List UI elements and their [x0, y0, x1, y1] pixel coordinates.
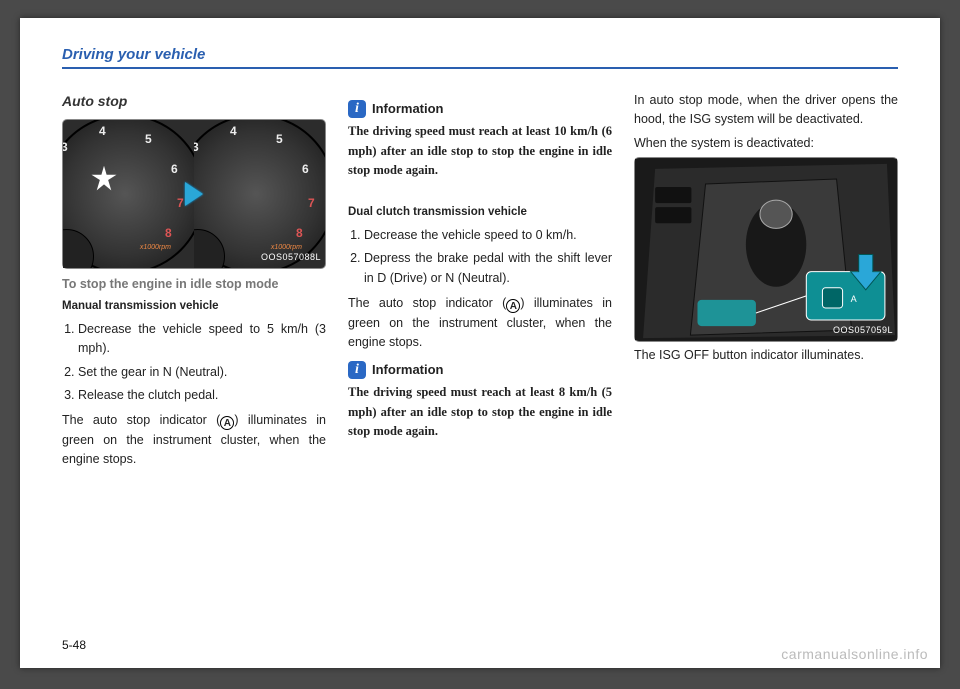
info-body: The driving speed must reach at least 8 …	[348, 383, 612, 441]
spacer	[348, 190, 612, 204]
sub-dial	[63, 229, 94, 268]
dial-num-7: 7	[308, 194, 315, 213]
tachometer-dial: 3 4 5 6 7 8 x1000rpm	[63, 120, 194, 268]
manual-steps-list: Decrease the vehicle speed to 5 km/h (3 …	[62, 320, 326, 406]
dct-result: The auto stop indicator (A) illuminates …	[348, 294, 612, 352]
column-2: i Information The driving speed must rea…	[348, 91, 612, 474]
column-1: Auto stop 3 4 5 6 7 8 x1000rpm	[62, 91, 326, 474]
info-title: Information	[372, 99, 444, 119]
rpm-label: x1000rpm	[140, 243, 171, 254]
dial-num-7: 7	[177, 194, 184, 213]
list-item: Decrease the vehicle speed to 5 km/h (3 …	[78, 320, 326, 359]
sub-dial	[194, 229, 225, 268]
info-header: i Information	[348, 99, 612, 119]
figure-caption: To stop the engine in idle stop mode	[62, 275, 326, 294]
dial-num-4: 4	[230, 122, 237, 141]
auto-stop-result: The auto stop indicator (A) illuminates …	[62, 411, 326, 469]
watermark-text: carmanualsonline.info	[781, 646, 928, 662]
text-segment: The auto stop indicator (	[62, 413, 220, 427]
gauge-pair: 3 4 5 6 7 8 x1000rpm	[63, 120, 325, 268]
dct-steps-list: Decrease the vehicle speed to 0 km/h. De…	[348, 226, 612, 288]
dial-num-6: 6	[302, 160, 309, 179]
dial-num-5: 5	[145, 130, 152, 149]
list-item: Depress the brake pedal with the shift l…	[364, 249, 612, 288]
manual-page: Driving your vehicle Auto stop 3 4 5 6 7…	[20, 18, 940, 668]
info-title: Information	[372, 360, 444, 380]
header-rule	[62, 67, 898, 69]
indicator-a-icon: A	[506, 299, 520, 313]
indicator-a-icon: A	[220, 416, 234, 430]
starburst-icon	[91, 166, 117, 192]
gauge-left: 3 4 5 6 7 8 x1000rpm	[63, 120, 194, 268]
column-3: In auto stop mode, when the driver opens…	[634, 91, 898, 474]
manual-trans-heading: Manual transmission vehicle	[62, 298, 326, 316]
dial-num-4: 4	[99, 122, 106, 141]
dial-num-8: 8	[165, 224, 172, 243]
page-header: Driving your vehicle	[62, 46, 898, 69]
info-block-1: i Information The driving speed must rea…	[348, 99, 612, 180]
isg-off-text: The ISG OFF button indicator illuminates…	[634, 346, 898, 365]
info-icon: i	[348, 361, 366, 379]
text-segment: The auto stop indicator (	[348, 296, 506, 310]
dial-num-8: 8	[296, 224, 303, 243]
dial-num-3: 3	[194, 138, 199, 157]
info-icon: i	[348, 100, 366, 118]
gauge-right: 3 4 5 6 7 8 x1000rpm	[194, 120, 325, 268]
list-item: Release the clutch pedal.	[78, 386, 326, 405]
shifter-illustration: A	[635, 158, 897, 341]
arrow-right-icon	[185, 182, 203, 206]
auto-stop-heading: Auto stop	[62, 91, 326, 113]
list-item: Set the gear in N (Neutral).	[78, 363, 326, 382]
dial-num-3: 3	[63, 138, 68, 157]
dct-heading: Dual clutch transmission vehicle	[348, 204, 612, 222]
hood-open-text: In auto stop mode, when the driver opens…	[634, 91, 898, 130]
content-columns: Auto stop 3 4 5 6 7 8 x1000rpm	[62, 91, 898, 474]
figure-label: OOS057088L	[261, 251, 321, 265]
info-body: The driving speed must reach at least 10…	[348, 122, 612, 180]
dial-num-5: 5	[276, 130, 283, 149]
info-block-2: i Information The driving speed must rea…	[348, 360, 612, 441]
figure-shifter: A OOS057059L	[634, 157, 898, 342]
section-title: Driving your vehicle	[62, 46, 205, 65]
tachometer-dial: 3 4 5 6 7 8 x1000rpm	[194, 120, 325, 268]
figure-label: OOS057059L	[833, 324, 893, 338]
page-number: 5-48	[62, 638, 86, 652]
deactivated-text: When the system is deactivated:	[634, 134, 898, 153]
figure-gauge-cluster: 3 4 5 6 7 8 x1000rpm	[62, 119, 326, 269]
info-header: i Information	[348, 360, 612, 380]
svg-text:A: A	[851, 294, 858, 304]
dial-num-6: 6	[171, 160, 178, 179]
list-item: Decrease the vehicle speed to 0 km/h.	[364, 226, 612, 245]
